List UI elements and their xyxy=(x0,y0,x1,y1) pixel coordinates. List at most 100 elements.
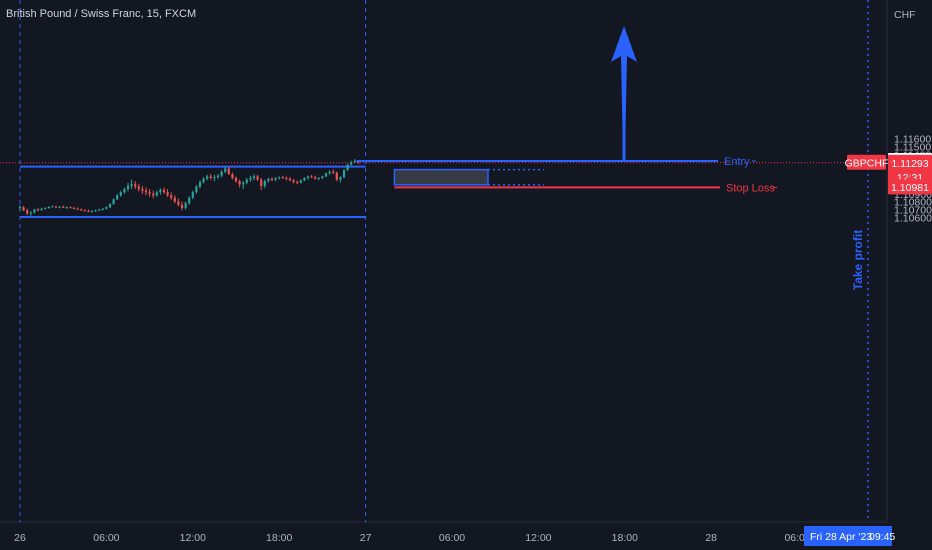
candle-body xyxy=(213,177,216,179)
current-price-badge: 1.11293 xyxy=(891,158,928,170)
time-tick-label: 06:00 xyxy=(93,532,119,544)
candle-body xyxy=(58,206,61,208)
time-tick-label: 28 xyxy=(705,532,717,544)
symbol-badge-bg xyxy=(847,154,886,170)
candle-body xyxy=(292,180,295,182)
candle-body xyxy=(274,178,277,180)
candle-body xyxy=(278,177,281,179)
candle-body xyxy=(180,204,184,208)
candle-body xyxy=(296,181,299,183)
time-tick-label: 18:00 xyxy=(266,532,292,544)
candle-body xyxy=(162,189,166,193)
candle-body xyxy=(144,190,148,193)
candle-body xyxy=(224,168,227,172)
candle-body xyxy=(270,178,274,180)
candle-body xyxy=(238,181,241,185)
candle-body xyxy=(332,171,335,173)
candle-body xyxy=(126,185,130,190)
candle-body xyxy=(310,176,313,178)
candle-body xyxy=(260,179,263,186)
candle-body xyxy=(40,208,43,211)
candle-body xyxy=(281,177,284,179)
consolidation-box xyxy=(393,168,489,186)
candle-body xyxy=(33,209,36,213)
take-profit-label: Take profit xyxy=(851,230,865,290)
candle-body xyxy=(303,178,306,181)
candle-body xyxy=(108,204,112,208)
candle-body xyxy=(191,192,194,198)
candle-body xyxy=(170,195,173,198)
candle-body xyxy=(105,207,108,209)
candle-body xyxy=(69,207,72,209)
candle-body xyxy=(267,178,270,182)
price-tick-label: 1.11500 xyxy=(894,142,931,154)
candle-body xyxy=(148,192,151,194)
candle-body xyxy=(353,161,356,163)
candle-body xyxy=(130,184,133,186)
crosshair-date-bg xyxy=(804,526,892,546)
candle-body xyxy=(249,178,252,180)
candle-body xyxy=(112,199,115,205)
candle-body xyxy=(184,203,187,208)
crosshair-time: 09:45 xyxy=(869,531,895,543)
candle-body xyxy=(90,210,94,212)
candle-body xyxy=(29,212,32,214)
candle-body xyxy=(188,197,191,204)
candle-body xyxy=(231,174,234,179)
candle-body xyxy=(83,210,86,212)
candle-body xyxy=(116,195,119,200)
candle-body xyxy=(209,176,212,179)
candle-body xyxy=(335,172,338,180)
candle-body xyxy=(317,178,320,180)
candle-body xyxy=(155,192,158,196)
candle-body xyxy=(98,209,101,211)
candle-body xyxy=(242,182,245,185)
candle-body xyxy=(346,164,349,171)
candle-body xyxy=(299,180,302,183)
candle-body xyxy=(72,207,76,209)
candle-body xyxy=(285,178,288,180)
candle-body xyxy=(134,184,137,187)
crosshair-date: Fri 28 Apr '23 xyxy=(810,531,872,543)
candle-body xyxy=(195,186,198,193)
chart-title: British Pound / Swiss Franc, 15, FXCM xyxy=(6,8,197,20)
candle-body xyxy=(350,162,353,165)
candle-body xyxy=(152,193,155,196)
price-axis-unit: CHF xyxy=(894,9,916,21)
candle-body xyxy=(321,176,324,179)
price-tick-label: 1.10800 xyxy=(894,197,932,209)
stop-price-badge: 1.10981 xyxy=(891,182,929,194)
candle-body xyxy=(26,210,29,214)
candle-body xyxy=(227,168,230,175)
time-tick-label: 27 xyxy=(360,532,372,544)
candle-body xyxy=(220,171,223,176)
candle-body xyxy=(54,206,58,208)
candle-body xyxy=(166,192,169,196)
candle-body xyxy=(22,207,25,211)
candle-body xyxy=(306,176,310,179)
time-tick-label: 12:00 xyxy=(525,532,551,544)
candle-body xyxy=(123,189,126,193)
candle-body xyxy=(324,173,328,177)
candle-body xyxy=(234,178,238,182)
entry-label: Entry xyxy=(724,156,750,168)
candle-body xyxy=(202,178,205,182)
candle-body xyxy=(177,201,180,205)
candle-body xyxy=(101,208,104,210)
candle-body xyxy=(245,179,248,183)
candle-body xyxy=(80,209,83,211)
candle-body xyxy=(328,171,331,174)
candle-body xyxy=(141,189,144,191)
candle-body xyxy=(252,176,256,179)
price-tick-label: 1.10600 xyxy=(894,212,932,224)
candle-body xyxy=(263,181,266,186)
candle-body xyxy=(94,210,97,212)
candle-body xyxy=(216,175,220,178)
candle-body xyxy=(18,207,22,209)
candle-body xyxy=(173,197,176,202)
symbol-badge: GBPCHF xyxy=(845,157,889,169)
price-tick-label: 1.10700 xyxy=(894,205,932,217)
time-tick-label: 26 xyxy=(14,532,26,544)
